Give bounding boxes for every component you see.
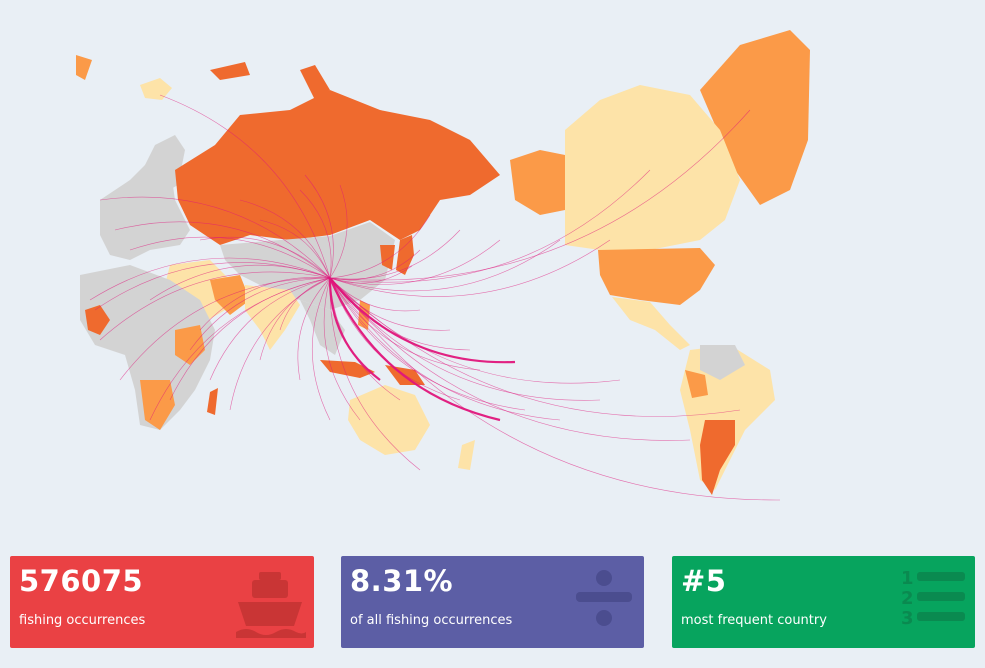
flow-line (329, 277, 451, 331)
flow-line (304, 174, 334, 279)
flow-line (199, 236, 331, 279)
flow-line (329, 277, 526, 411)
flow-line (297, 277, 331, 381)
flow-lines-layer (89, 94, 781, 501)
ship-icon (232, 566, 308, 642)
flow-line (114, 221, 331, 279)
flow-line (259, 277, 331, 361)
country-mexico[interactable] (612, 297, 690, 350)
country-greenland[interactable] (700, 30, 810, 205)
flow-line (328, 277, 501, 422)
country-indonesia[interactable] (320, 360, 375, 378)
country-alaska[interactable] (510, 150, 565, 215)
flow-line (329, 277, 421, 312)
country-southeast-asia[interactable] (300, 300, 345, 355)
flow-line (329, 277, 601, 401)
flow-line (189, 277, 331, 351)
country-east-africa[interactable] (175, 325, 205, 365)
flow-line (329, 109, 751, 281)
flow-line (329, 239, 561, 292)
country-argentina[interactable] (700, 420, 735, 495)
svg-text:2: 2 (901, 588, 914, 609)
flow-line (329, 277, 481, 371)
flow-line (328, 277, 381, 381)
percentage-card: 8.31% of all fishing occurrences (341, 556, 644, 648)
flow-line (99, 196, 331, 279)
flow-line (159, 94, 331, 279)
fishing-occurrences-value: 576075 (19, 564, 144, 598)
flow-line (279, 277, 331, 331)
flow-line (329, 277, 691, 441)
flow-line (329, 214, 431, 279)
flow-line (209, 277, 331, 381)
flow-line (329, 239, 501, 285)
flow-line (329, 277, 471, 351)
island-novaya-zemlya[interactable] (300, 65, 330, 100)
flow-line (119, 277, 331, 381)
fishing-flow-map[interactable] (0, 0, 985, 530)
flow-line (329, 277, 421, 471)
country-middle-east[interactable] (165, 260, 230, 325)
country-india[interactable] (245, 285, 300, 350)
country-usa[interactable] (598, 248, 715, 305)
country-rank-value: #5 (681, 564, 727, 598)
country-rank-card: #5 most frequent country 1 2 3 (672, 556, 975, 648)
flow-line (169, 277, 331, 401)
flow-line (329, 277, 741, 417)
flow-line (129, 236, 331, 279)
flow-line (329, 249, 421, 280)
country-new-zealand[interactable] (458, 440, 475, 470)
flow-line (329, 277, 781, 501)
flow-line (229, 277, 331, 411)
percentage-label: of all fishing occurrences (350, 613, 513, 628)
percentage-value: 8.31% (350, 564, 454, 598)
country-china[interactable] (220, 222, 395, 310)
flow-line (329, 229, 461, 280)
flow-line (312, 277, 331, 421)
flow-line (329, 277, 621, 384)
country-korea[interactable] (380, 245, 395, 270)
flow-line (94, 262, 331, 311)
island-arctic[interactable] (210, 62, 250, 80)
world-map[interactable] (0, 0, 985, 530)
country-russia[interactable] (175, 90, 500, 245)
countries-layer (76, 30, 810, 495)
flow-line (329, 184, 348, 279)
svg-text:1: 1 (901, 568, 914, 589)
country-australia[interactable] (348, 385, 430, 455)
country-rank-label: most frequent country (681, 613, 827, 628)
flow-line (329, 277, 516, 364)
divide-icon (574, 566, 638, 634)
svg-text:3: 3 (901, 608, 914, 626)
country-peru[interactable] (685, 370, 708, 398)
country-iceland[interactable] (140, 78, 172, 100)
ranking-list-icon: 1 2 3 (899, 566, 969, 630)
flow-line (99, 271, 331, 341)
flow-line (199, 277, 331, 331)
flow-line (239, 199, 331, 279)
fishing-occurrences-card: 576075 fishing occurrences (10, 556, 314, 648)
flow-line (329, 277, 561, 421)
flow-line (323, 277, 361, 421)
flow-line (259, 219, 331, 279)
country-canada[interactable] (565, 85, 740, 250)
country-edge-strip[interactable] (76, 55, 92, 80)
country-west-africa[interactable] (85, 305, 110, 335)
country-madagascar[interactable] (207, 388, 218, 415)
flow-line (299, 189, 332, 279)
flow-line (89, 257, 331, 301)
flow-line (329, 277, 401, 401)
flow-line (329, 265, 413, 284)
fishing-occurrences-label: fishing occurrences (19, 613, 146, 628)
flow-line (329, 169, 651, 283)
country-scandinavia[interactable] (140, 135, 185, 195)
country-brazil-grey[interactable] (700, 345, 745, 380)
country-africa[interactable] (80, 265, 215, 430)
flow-line (329, 239, 611, 297)
